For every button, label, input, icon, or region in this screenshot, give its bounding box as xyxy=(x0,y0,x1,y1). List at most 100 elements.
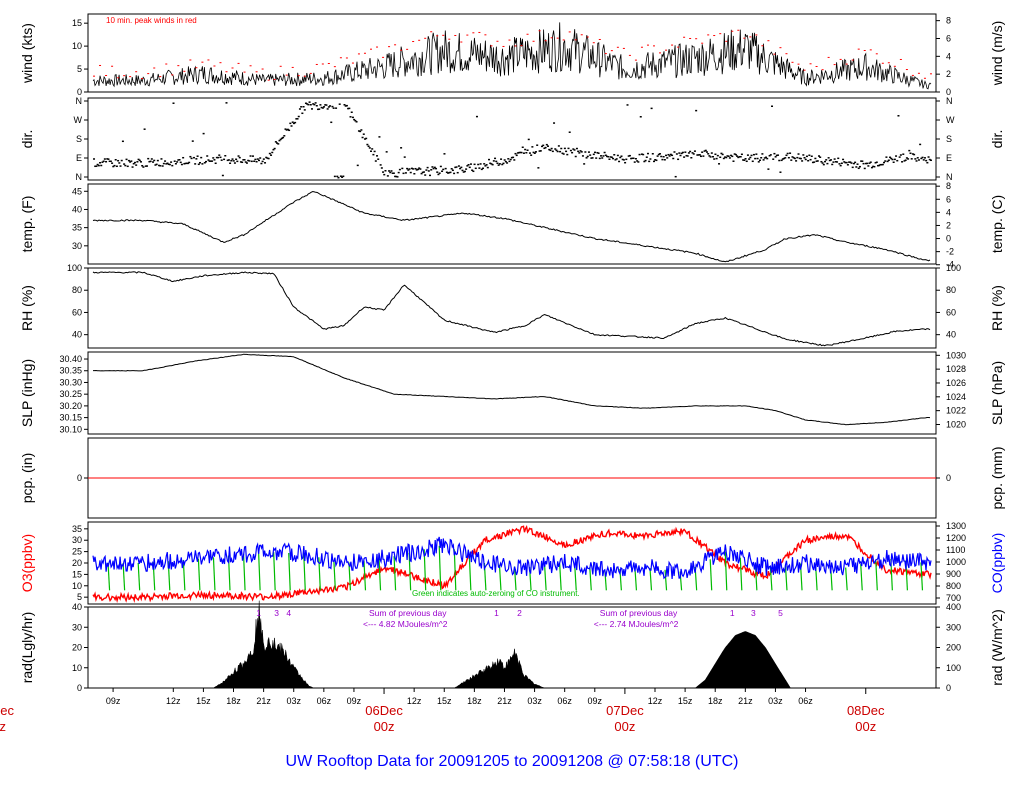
y-tick-label-right: 1030 xyxy=(946,350,966,360)
direction-point xyxy=(813,161,816,163)
direction-point xyxy=(460,166,463,169)
direction-point xyxy=(380,167,383,169)
direction-point xyxy=(506,162,509,164)
peak-wind-mark xyxy=(929,73,932,75)
direction-point xyxy=(686,155,689,157)
direction-point xyxy=(420,172,423,175)
y-tick-label-left: 40 xyxy=(72,204,82,214)
direction-point xyxy=(604,154,607,157)
direction-point xyxy=(107,158,110,160)
direction-point xyxy=(565,150,568,153)
direction-point xyxy=(195,158,198,160)
direction-point xyxy=(304,102,307,105)
direction-point xyxy=(911,153,914,155)
direction-point xyxy=(427,170,430,172)
direction-point xyxy=(168,163,171,166)
peak-wind-mark xyxy=(652,45,655,47)
peak-wind-mark xyxy=(526,33,529,35)
direction-point xyxy=(762,159,765,161)
peak-wind-mark xyxy=(803,69,806,71)
direction-point xyxy=(891,158,894,161)
peak-wind-mark xyxy=(394,44,397,46)
y-label-right: rad (W/m^2) xyxy=(989,609,1005,686)
x-axis: 09z 12z 15z 18z 21z 03z 06z 09z 12z 15z 18z 21z 03z 0… xyxy=(0,688,885,734)
direction-point xyxy=(248,160,251,162)
direction-point xyxy=(295,118,298,120)
y-label-right: pcp. (mm) xyxy=(989,447,1005,510)
direction-point xyxy=(779,171,782,173)
peak-wind-mark xyxy=(201,61,204,63)
direction-point xyxy=(115,165,118,168)
peak-wind-mark xyxy=(851,59,854,61)
direction-point xyxy=(475,115,478,118)
direction-point xyxy=(651,153,654,155)
direction-point xyxy=(256,158,259,160)
peak-wind-mark xyxy=(225,71,228,73)
peak-wind-mark xyxy=(683,36,686,38)
y-tick-label-left: 20 xyxy=(72,643,82,653)
direction-point xyxy=(451,169,454,172)
peak-wind-mark xyxy=(809,63,812,65)
rad-mark-label: 1 xyxy=(494,608,499,618)
peak-wind-mark xyxy=(773,53,776,55)
direction-point xyxy=(465,168,468,170)
peak-wind-mark xyxy=(406,48,409,50)
rh-series-line xyxy=(92,271,931,347)
direction-point xyxy=(579,150,582,152)
peak-wind-mark xyxy=(899,58,902,60)
peak-wind-mark xyxy=(315,63,318,65)
x-tick-label: 12z xyxy=(166,696,181,706)
direction-point xyxy=(313,103,316,106)
direction-point xyxy=(398,168,401,171)
direction-point xyxy=(720,152,723,155)
direction-point xyxy=(467,164,470,166)
direction-point xyxy=(539,150,542,152)
panel-frame xyxy=(87,97,937,181)
peak-wind-mark xyxy=(333,66,336,68)
y-label-right: SLP (hPa) xyxy=(989,361,1005,425)
y-tick-label-right: 400 xyxy=(946,602,961,612)
direction-point xyxy=(868,162,871,164)
rad-sum-value: <--- 4.82 MJoules/m^2 xyxy=(363,619,448,629)
direction-point xyxy=(863,167,866,170)
direction-point xyxy=(492,160,495,162)
peak-wind-mark xyxy=(869,49,872,51)
direction-point xyxy=(874,162,877,164)
peak-wind-mark xyxy=(887,62,890,64)
direction-point xyxy=(793,157,796,160)
direction-point xyxy=(768,154,771,157)
direction-point xyxy=(180,163,183,166)
direction-point xyxy=(297,115,300,118)
peak-wind-mark xyxy=(845,63,848,65)
wind-annotation: 10 min. peak winds in red xyxy=(106,16,197,25)
direction-point xyxy=(808,154,811,157)
direction-point xyxy=(159,165,162,167)
x-tick-label: 09z xyxy=(347,696,362,706)
y-tick-label-right: 1024 xyxy=(946,392,966,402)
y-tick-label-left: 35 xyxy=(72,223,82,233)
slp-series-line xyxy=(93,353,931,426)
co-autozero-mark xyxy=(363,560,367,591)
direction-point xyxy=(149,160,152,163)
direction-point xyxy=(802,154,805,156)
direction-point xyxy=(752,153,755,156)
direction-point xyxy=(581,155,584,157)
direction-point xyxy=(433,166,436,169)
direction-point xyxy=(337,176,340,179)
direction-point xyxy=(277,143,280,145)
direction-point xyxy=(229,162,232,164)
direction-point xyxy=(224,155,227,157)
direction-point xyxy=(438,172,441,174)
peak-wind-mark xyxy=(502,45,505,47)
y-tick-label-right: 700 xyxy=(946,593,961,603)
direction-point xyxy=(777,154,780,156)
y-tick-label-right: 2 xyxy=(946,69,951,79)
direction-point xyxy=(219,156,222,159)
direction-point xyxy=(490,163,493,165)
direction-point xyxy=(531,146,534,148)
peak-wind-mark xyxy=(339,57,342,59)
peak-wind-mark xyxy=(171,74,174,76)
direction-point xyxy=(362,133,365,135)
direction-point xyxy=(702,155,705,157)
